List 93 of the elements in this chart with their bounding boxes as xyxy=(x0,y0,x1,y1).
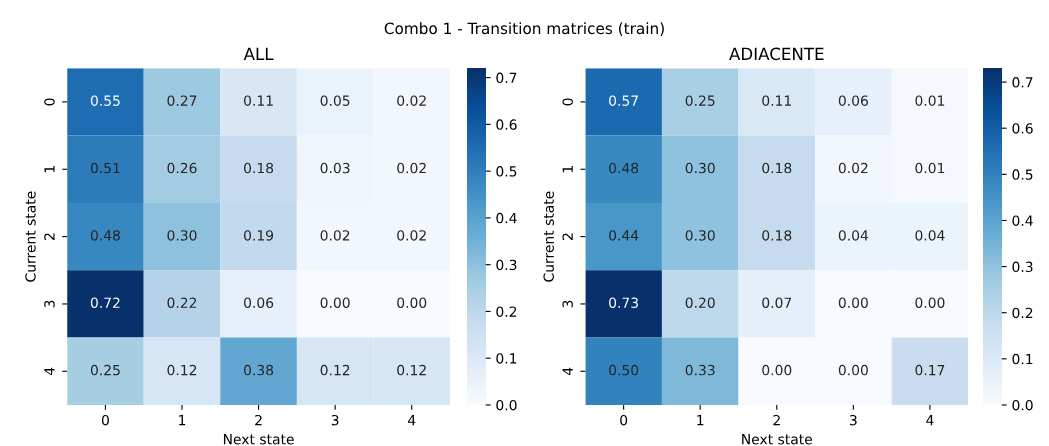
y-axis-title: Current state xyxy=(543,191,554,282)
data-label: 0.30 xyxy=(685,162,715,174)
x-axis-title: Next state xyxy=(742,434,813,445)
x-tick-label: 3 xyxy=(331,414,339,426)
data-label: 0.03 xyxy=(320,162,350,174)
color-bar-label: 0.1 xyxy=(1012,353,1033,365)
data-label: 0.72 xyxy=(90,297,120,308)
data-label: 0.06 xyxy=(244,297,274,308)
data-label: 0.12 xyxy=(320,364,350,376)
data-label: 0.11 xyxy=(762,95,791,106)
color-bar-label: 0.7 xyxy=(1012,77,1033,88)
data-label: 0.50 xyxy=(609,364,639,376)
data-label: 0.12 xyxy=(167,364,197,376)
data-label: 0.55 xyxy=(90,95,120,106)
color-bar-label: 0.3 xyxy=(1012,261,1033,273)
data-label: 0.30 xyxy=(685,230,715,241)
data-label: 0.25 xyxy=(685,95,715,106)
color-bar-label: 0.5 xyxy=(496,166,517,177)
data-label: 0.00 xyxy=(397,297,427,308)
y-tick-label: 4 xyxy=(44,367,55,376)
data-label: 0.00 xyxy=(838,364,868,376)
y-tick-label: 3 xyxy=(44,300,55,308)
data-label: 0.27 xyxy=(167,95,197,106)
data-label: 0.05 xyxy=(320,95,350,106)
data-label: 0.25 xyxy=(90,364,120,376)
data-label: 0.33 xyxy=(685,364,715,376)
data-label: 0.02 xyxy=(397,230,426,241)
x-tick-label: 1 xyxy=(179,415,186,426)
data-label: 0.00 xyxy=(320,297,350,308)
data-label: 0.00 xyxy=(838,297,868,308)
data-label: 0.02 xyxy=(838,162,868,174)
color-bar-label: 0.4 xyxy=(496,212,517,224)
x-tick-label: 4 xyxy=(407,415,416,426)
data-label: 0.02 xyxy=(320,230,350,241)
data-label: 0.12 xyxy=(397,364,426,376)
x-tick-label: 1 xyxy=(697,415,704,426)
color-bar-label: 0.5 xyxy=(1012,169,1033,180)
data-label: 0.02 xyxy=(397,95,426,106)
y-tick-label: 1 xyxy=(562,166,573,173)
x-tick-label: 2 xyxy=(255,414,262,426)
data-label: 0.73 xyxy=(609,297,638,308)
chart-title: ADIACENTE xyxy=(729,47,824,61)
y-tick-label: 0 xyxy=(562,98,573,106)
y-axis-title: Current state xyxy=(25,191,36,282)
text: Combo 1 - Transition matrices (train) xyxy=(384,22,664,36)
x-tick-label: 3 xyxy=(850,414,857,426)
data-label: 0.01 xyxy=(915,162,945,174)
data-label: 0.01 xyxy=(915,95,945,106)
color-bar-label: 0.6 xyxy=(1012,123,1033,134)
data-label: 0.18 xyxy=(762,230,792,241)
data-label: 0.02 xyxy=(397,162,426,174)
data-label: 0.18 xyxy=(244,162,274,174)
data-label: 0.38 xyxy=(244,364,274,376)
y-tick-label: 2 xyxy=(562,233,573,240)
x-tick-label: 4 xyxy=(926,415,934,426)
data-label: 0.11 xyxy=(244,95,273,106)
data-label: 0.30 xyxy=(167,230,197,241)
color-bar-label: 0.2 xyxy=(1012,307,1033,319)
x-tick-label: 0 xyxy=(101,414,109,426)
color-bar-label: 0.1 xyxy=(496,353,517,364)
data-label: 0.22 xyxy=(167,297,197,308)
data-label: 0.04 xyxy=(838,230,869,241)
data-label: 0.00 xyxy=(915,297,945,308)
y-tick-label: 0 xyxy=(44,98,55,106)
data-label: 0.26 xyxy=(167,162,197,174)
x-axis-title: Next state xyxy=(223,434,294,445)
y-tick-label: 1 xyxy=(44,166,55,173)
color-bar-label: 0.0 xyxy=(496,399,517,411)
data-label: 0.48 xyxy=(609,162,639,174)
color-bar-label: 0.3 xyxy=(496,259,517,271)
data-label: 0.57 xyxy=(609,95,638,106)
data-label: 0.00 xyxy=(762,364,792,376)
y-tick-label: 4 xyxy=(562,367,573,376)
data-label: 0.18 xyxy=(762,162,792,174)
color-bar-label: 0.7 xyxy=(496,72,517,84)
x-tick-label: 0 xyxy=(620,414,628,426)
data-label: 0.19 xyxy=(244,230,274,241)
chart-title: ALL xyxy=(243,47,274,60)
color-bar-label: 0.2 xyxy=(496,306,517,317)
color-bar-label: 0.6 xyxy=(496,119,517,130)
color-bar-label: 0.4 xyxy=(1012,215,1033,226)
data-label: 0.04 xyxy=(915,230,945,241)
y-tick-label: 2 xyxy=(44,233,55,240)
y-tick-label: 3 xyxy=(562,300,573,308)
data-label: 0.06 xyxy=(838,95,868,106)
data-label: 0.48 xyxy=(90,230,120,241)
data-label: 0.07 xyxy=(762,297,792,308)
data-label: 0.44 xyxy=(609,230,639,241)
data-label: 0.17 xyxy=(915,364,945,376)
data-label: 0.51 xyxy=(90,162,120,174)
data-label: 0.20 xyxy=(685,297,715,308)
color-bar-label: 0.0 xyxy=(1012,399,1033,411)
x-tick-label: 2 xyxy=(773,414,780,426)
